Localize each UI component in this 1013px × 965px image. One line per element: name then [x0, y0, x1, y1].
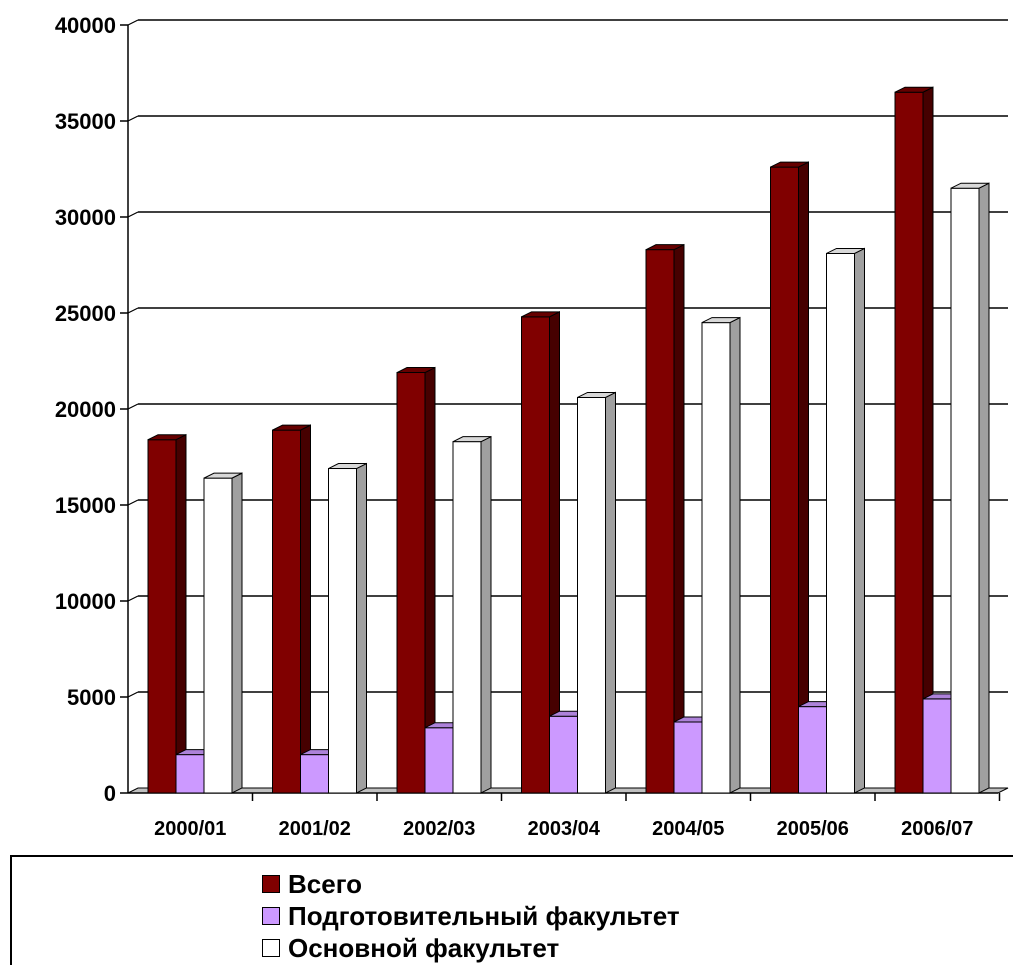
- gridline-depth-35000: [127, 115, 139, 122]
- bar-side: [605, 391, 616, 794]
- x-tick-label-2001/02: 2001/02: [279, 818, 351, 840]
- bar-Всего-2005/06: [770, 161, 809, 794]
- bar-top: [203, 472, 243, 479]
- bar-front: [826, 252, 855, 794]
- x-tick-label-2002/03: 2002/03: [403, 818, 475, 840]
- gridline-depth-30000: [127, 211, 139, 218]
- bar-side: [854, 247, 865, 794]
- bar-Всего-2004/05: [645, 243, 685, 794]
- bar-front: [770, 166, 799, 794]
- x-tick-label-2006/07: 2006/07: [901, 818, 973, 840]
- x-tick-label-2005/06: 2005/06: [777, 818, 849, 840]
- bar-front: [300, 754, 329, 794]
- bar-front: [328, 468, 357, 794]
- bar-Основной факультет-2001/02: [328, 462, 367, 794]
- bar-front: [950, 187, 980, 794]
- bar-Основной факультет-2005/06: [826, 247, 865, 794]
- bar-Основной факультет-2002/03: [452, 435, 492, 794]
- bar-top: [950, 182, 990, 189]
- bar-side: [673, 243, 685, 794]
- bars: [147, 86, 990, 794]
- x-tick-label-2000/01: 2000/01: [154, 818, 226, 840]
- bar-Всего-2002/03: [396, 366, 436, 794]
- legend-item-main: Основной факультет: [262, 933, 559, 963]
- gridline-depth-25000: [127, 307, 139, 314]
- y-tick-label-15000: 15000: [55, 493, 116, 518]
- gridline-depth-20000: [127, 403, 139, 410]
- bar-Основной факультет-2000/01: [203, 472, 243, 794]
- bar-top: [645, 244, 685, 251]
- bar-front: [396, 372, 426, 794]
- bar-front: [521, 316, 550, 794]
- y-tick-label-10000: 10000: [55, 589, 116, 614]
- y-tick-label-20000: 20000: [55, 397, 116, 422]
- bar-top: [770, 161, 809, 168]
- bar-chart: 0 5000 10000 15000 20000 25000 30000 35000 40000…: [55, 13, 1009, 840]
- bar-front: [798, 706, 827, 794]
- bar-Всего-2003/04: [521, 311, 560, 794]
- bar-front: [424, 727, 454, 794]
- legend-label-total: Всего: [288, 868, 363, 899]
- bar-side: [480, 435, 492, 794]
- bar-front: [147, 439, 177, 794]
- legend: Всего Подготовительный факультет Основно…: [10, 855, 1013, 965]
- bar-Основной факультет-2004/05: [701, 316, 741, 794]
- y-tick-label-25000: 25000: [55, 301, 116, 326]
- bar-side: [356, 462, 367, 794]
- bar-front: [577, 396, 606, 794]
- legend-swatch-preparatory: [262, 907, 280, 925]
- y-tick-label-35000: 35000: [55, 109, 116, 134]
- bar-side: [300, 424, 311, 794]
- bar-Основной факультет-2006/07: [950, 182, 990, 794]
- y-tick-label-40000: 40000: [55, 13, 116, 38]
- bar-side: [175, 433, 187, 794]
- bar-top: [521, 311, 560, 318]
- bar-side: [729, 316, 741, 794]
- y-tick-label-5000: 5000: [67, 685, 116, 710]
- gridline-depth-15000: [127, 499, 139, 506]
- bar-Основной факультет-2003/04: [577, 391, 616, 794]
- bar-top: [272, 424, 311, 431]
- bar-front: [922, 698, 952, 794]
- gridline-depth-5000: [127, 691, 139, 698]
- x-tick-label-2004/05: 2004/05: [652, 818, 724, 840]
- bar-top: [826, 247, 865, 254]
- bar-side: [978, 182, 990, 794]
- bar-top: [577, 391, 616, 398]
- bar-front: [203, 477, 233, 794]
- gridline-depth-40000: [127, 19, 139, 26]
- legend-item-preparatory: Подготовительный факультет: [262, 901, 680, 931]
- bar-top: [396, 367, 436, 374]
- bar-side: [798, 161, 809, 794]
- bar-Всего-2001/02: [272, 424, 311, 794]
- bar-side: [231, 472, 243, 794]
- bar-Всего-2006/07: [894, 86, 934, 794]
- bar-front: [645, 249, 675, 794]
- y-tick-label-30000: 30000: [55, 205, 116, 230]
- gridlines: [127, 19, 1009, 794]
- bar-Всего-2000/01: [147, 433, 187, 794]
- bar-side: [922, 86, 934, 794]
- x-tick-label-2003/04: 2003/04: [528, 818, 601, 840]
- bar-top: [894, 86, 934, 93]
- bar-front: [673, 721, 703, 794]
- legend-swatch-main: [262, 939, 280, 957]
- bar-front: [701, 322, 731, 794]
- legend-item-total: Всего: [262, 869, 362, 899]
- legend-label-preparatory: Подготовительный факультет: [288, 900, 680, 931]
- bar-top: [147, 434, 187, 441]
- gridline-depth-10000: [127, 595, 139, 602]
- legend-label-main: Основной факультет: [288, 932, 560, 963]
- bar-top: [452, 436, 492, 443]
- axis-labels: 0 5000 10000 15000 20000 25000 30000 35000 40000…: [55, 13, 974, 840]
- bar-front: [549, 715, 578, 794]
- bar-top: [701, 317, 741, 324]
- bar-front: [894, 91, 924, 794]
- y-tick-label-0: 0: [104, 781, 116, 806]
- bar-front: [175, 754, 205, 794]
- bar-front: [452, 441, 482, 794]
- legend-swatch-total: [262, 875, 280, 893]
- bar-front: [272, 429, 301, 794]
- bar-top: [328, 463, 367, 470]
